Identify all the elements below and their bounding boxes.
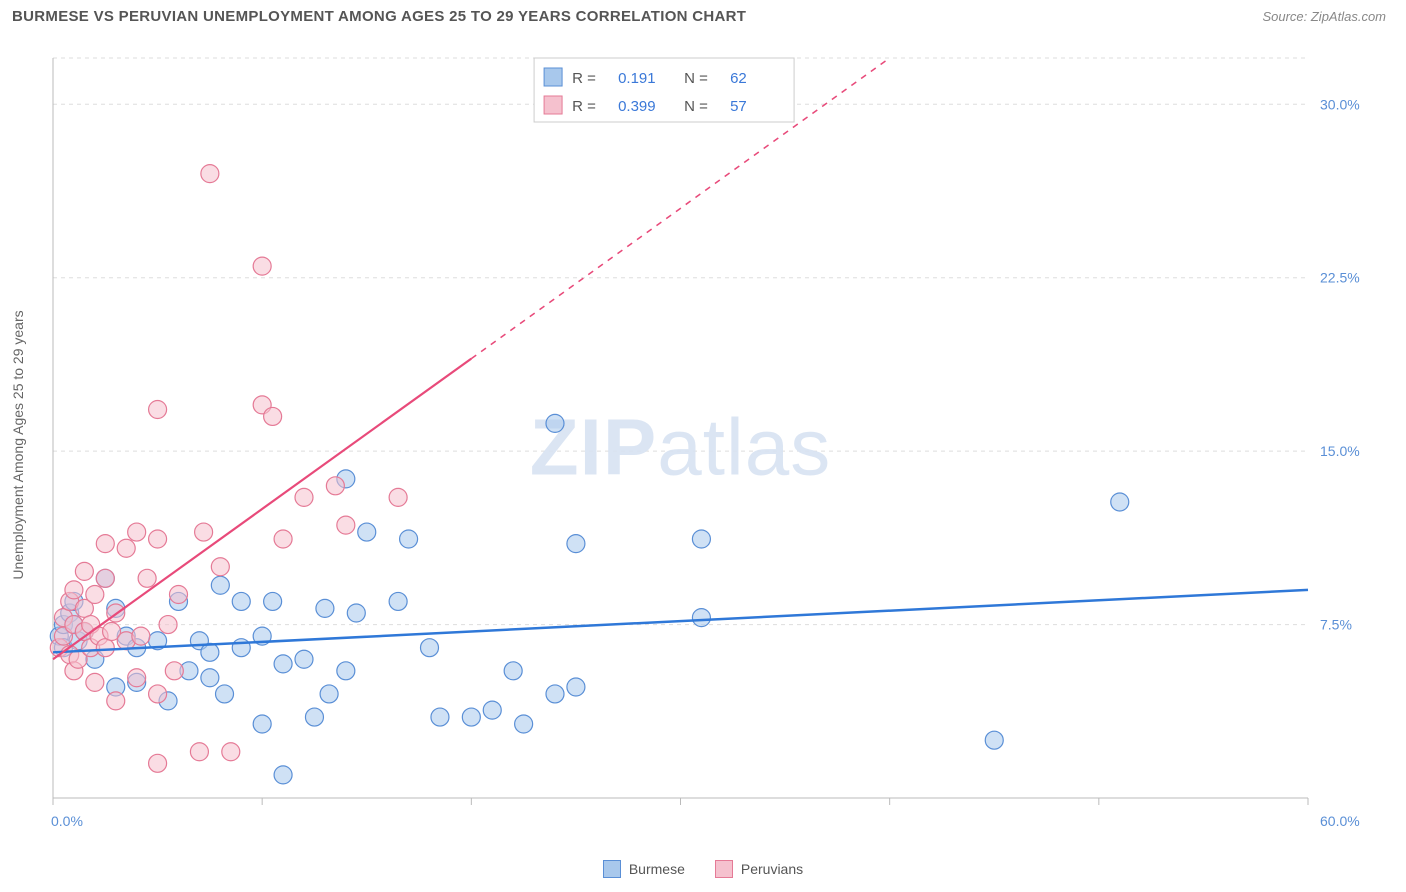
data-point	[264, 592, 282, 610]
data-point	[86, 673, 104, 691]
data-point	[274, 530, 292, 548]
data-point	[400, 530, 418, 548]
data-point	[692, 530, 710, 548]
data-point	[138, 569, 156, 587]
legend-r-label: R =	[572, 98, 596, 115]
legend-r-label: R =	[572, 70, 596, 87]
watermark: ZIPatlas	[530, 402, 831, 491]
data-point	[201, 165, 219, 183]
data-point	[211, 558, 229, 576]
data-point	[546, 685, 564, 703]
legend-r-value: 0.399	[618, 98, 656, 115]
data-point	[1111, 493, 1129, 511]
legend-swatch	[603, 860, 621, 878]
data-point	[985, 731, 1003, 749]
data-point	[253, 257, 271, 275]
data-point	[96, 569, 114, 587]
y-tick-label: 7.5%	[1320, 617, 1352, 633]
legend-r-value: 0.191	[618, 70, 656, 87]
legend-label: Peruvians	[741, 861, 803, 877]
data-point	[421, 639, 439, 657]
legend-swatch	[544, 68, 562, 86]
y-axis-label: Unemployment Among Ages 25 to 29 years	[10, 310, 26, 579]
y-tick-label: 22.5%	[1320, 270, 1360, 286]
y-tick-label: 30.0%	[1320, 96, 1360, 112]
data-point	[316, 599, 334, 617]
data-point	[515, 715, 533, 733]
data-point	[337, 516, 355, 534]
data-point	[86, 586, 104, 604]
data-point	[195, 523, 213, 541]
x-axis-end-label: 60.0%	[1320, 813, 1360, 829]
data-point	[96, 535, 114, 553]
data-point	[389, 488, 407, 506]
data-point	[462, 708, 480, 726]
data-point	[165, 662, 183, 680]
data-point	[358, 523, 376, 541]
data-point	[149, 530, 167, 548]
data-point	[567, 535, 585, 553]
data-point	[149, 685, 167, 703]
data-point	[201, 669, 219, 687]
data-point	[222, 743, 240, 761]
data-point	[149, 754, 167, 772]
legend-n-label: N =	[684, 70, 708, 87]
data-point	[149, 401, 167, 419]
chart-container: Unemployment Among Ages 25 to 29 years Z…	[48, 38, 1396, 852]
y-tick-label: 15.0%	[1320, 443, 1360, 459]
data-point	[389, 592, 407, 610]
data-point	[190, 743, 208, 761]
legend-n-value: 62	[730, 70, 747, 87]
data-point	[326, 477, 344, 495]
data-point	[337, 662, 355, 680]
legend-n-value: 57	[730, 98, 747, 115]
correlation-scatter-chart: ZIPatlas 7.5% 15.0% 22.5% 30.0% 0.0% 60.0% R = 0…	[48, 38, 1378, 838]
data-point	[128, 523, 146, 541]
x-axis-start-label: 0.0%	[51, 813, 83, 829]
data-point	[170, 586, 188, 604]
data-point	[159, 616, 177, 634]
data-point	[216, 685, 234, 703]
data-point	[274, 766, 292, 784]
data-point	[692, 609, 710, 627]
data-point	[132, 627, 150, 645]
data-point	[65, 581, 83, 599]
data-point	[504, 662, 522, 680]
data-point	[567, 678, 585, 696]
data-point	[546, 414, 564, 432]
legend-label: Burmese	[629, 861, 685, 877]
data-point	[295, 650, 313, 668]
legend-swatch	[544, 96, 562, 114]
data-point	[253, 715, 271, 733]
legend-item: Burmese	[603, 860, 685, 878]
chart-title: BURMESE VS PERUVIAN UNEMPLOYMENT AMONG A…	[12, 8, 746, 25]
data-point	[483, 701, 501, 719]
legend-item: Peruvians	[715, 860, 803, 878]
data-point	[75, 562, 93, 580]
data-point	[320, 685, 338, 703]
data-point	[347, 604, 365, 622]
data-point	[232, 592, 250, 610]
data-point	[96, 639, 114, 657]
data-point	[211, 576, 229, 594]
data-point	[117, 539, 135, 557]
data-point	[264, 407, 282, 425]
data-point	[107, 692, 125, 710]
data-point	[128, 669, 146, 687]
source-attribution: Source: ZipAtlas.com	[1262, 9, 1386, 24]
data-point	[305, 708, 323, 726]
data-point	[274, 655, 292, 673]
data-point	[431, 708, 449, 726]
legend-swatch	[715, 860, 733, 878]
legend-n-label: N =	[684, 98, 708, 115]
data-point	[295, 488, 313, 506]
bottom-legend: Burmese Peruvians	[0, 860, 1406, 878]
